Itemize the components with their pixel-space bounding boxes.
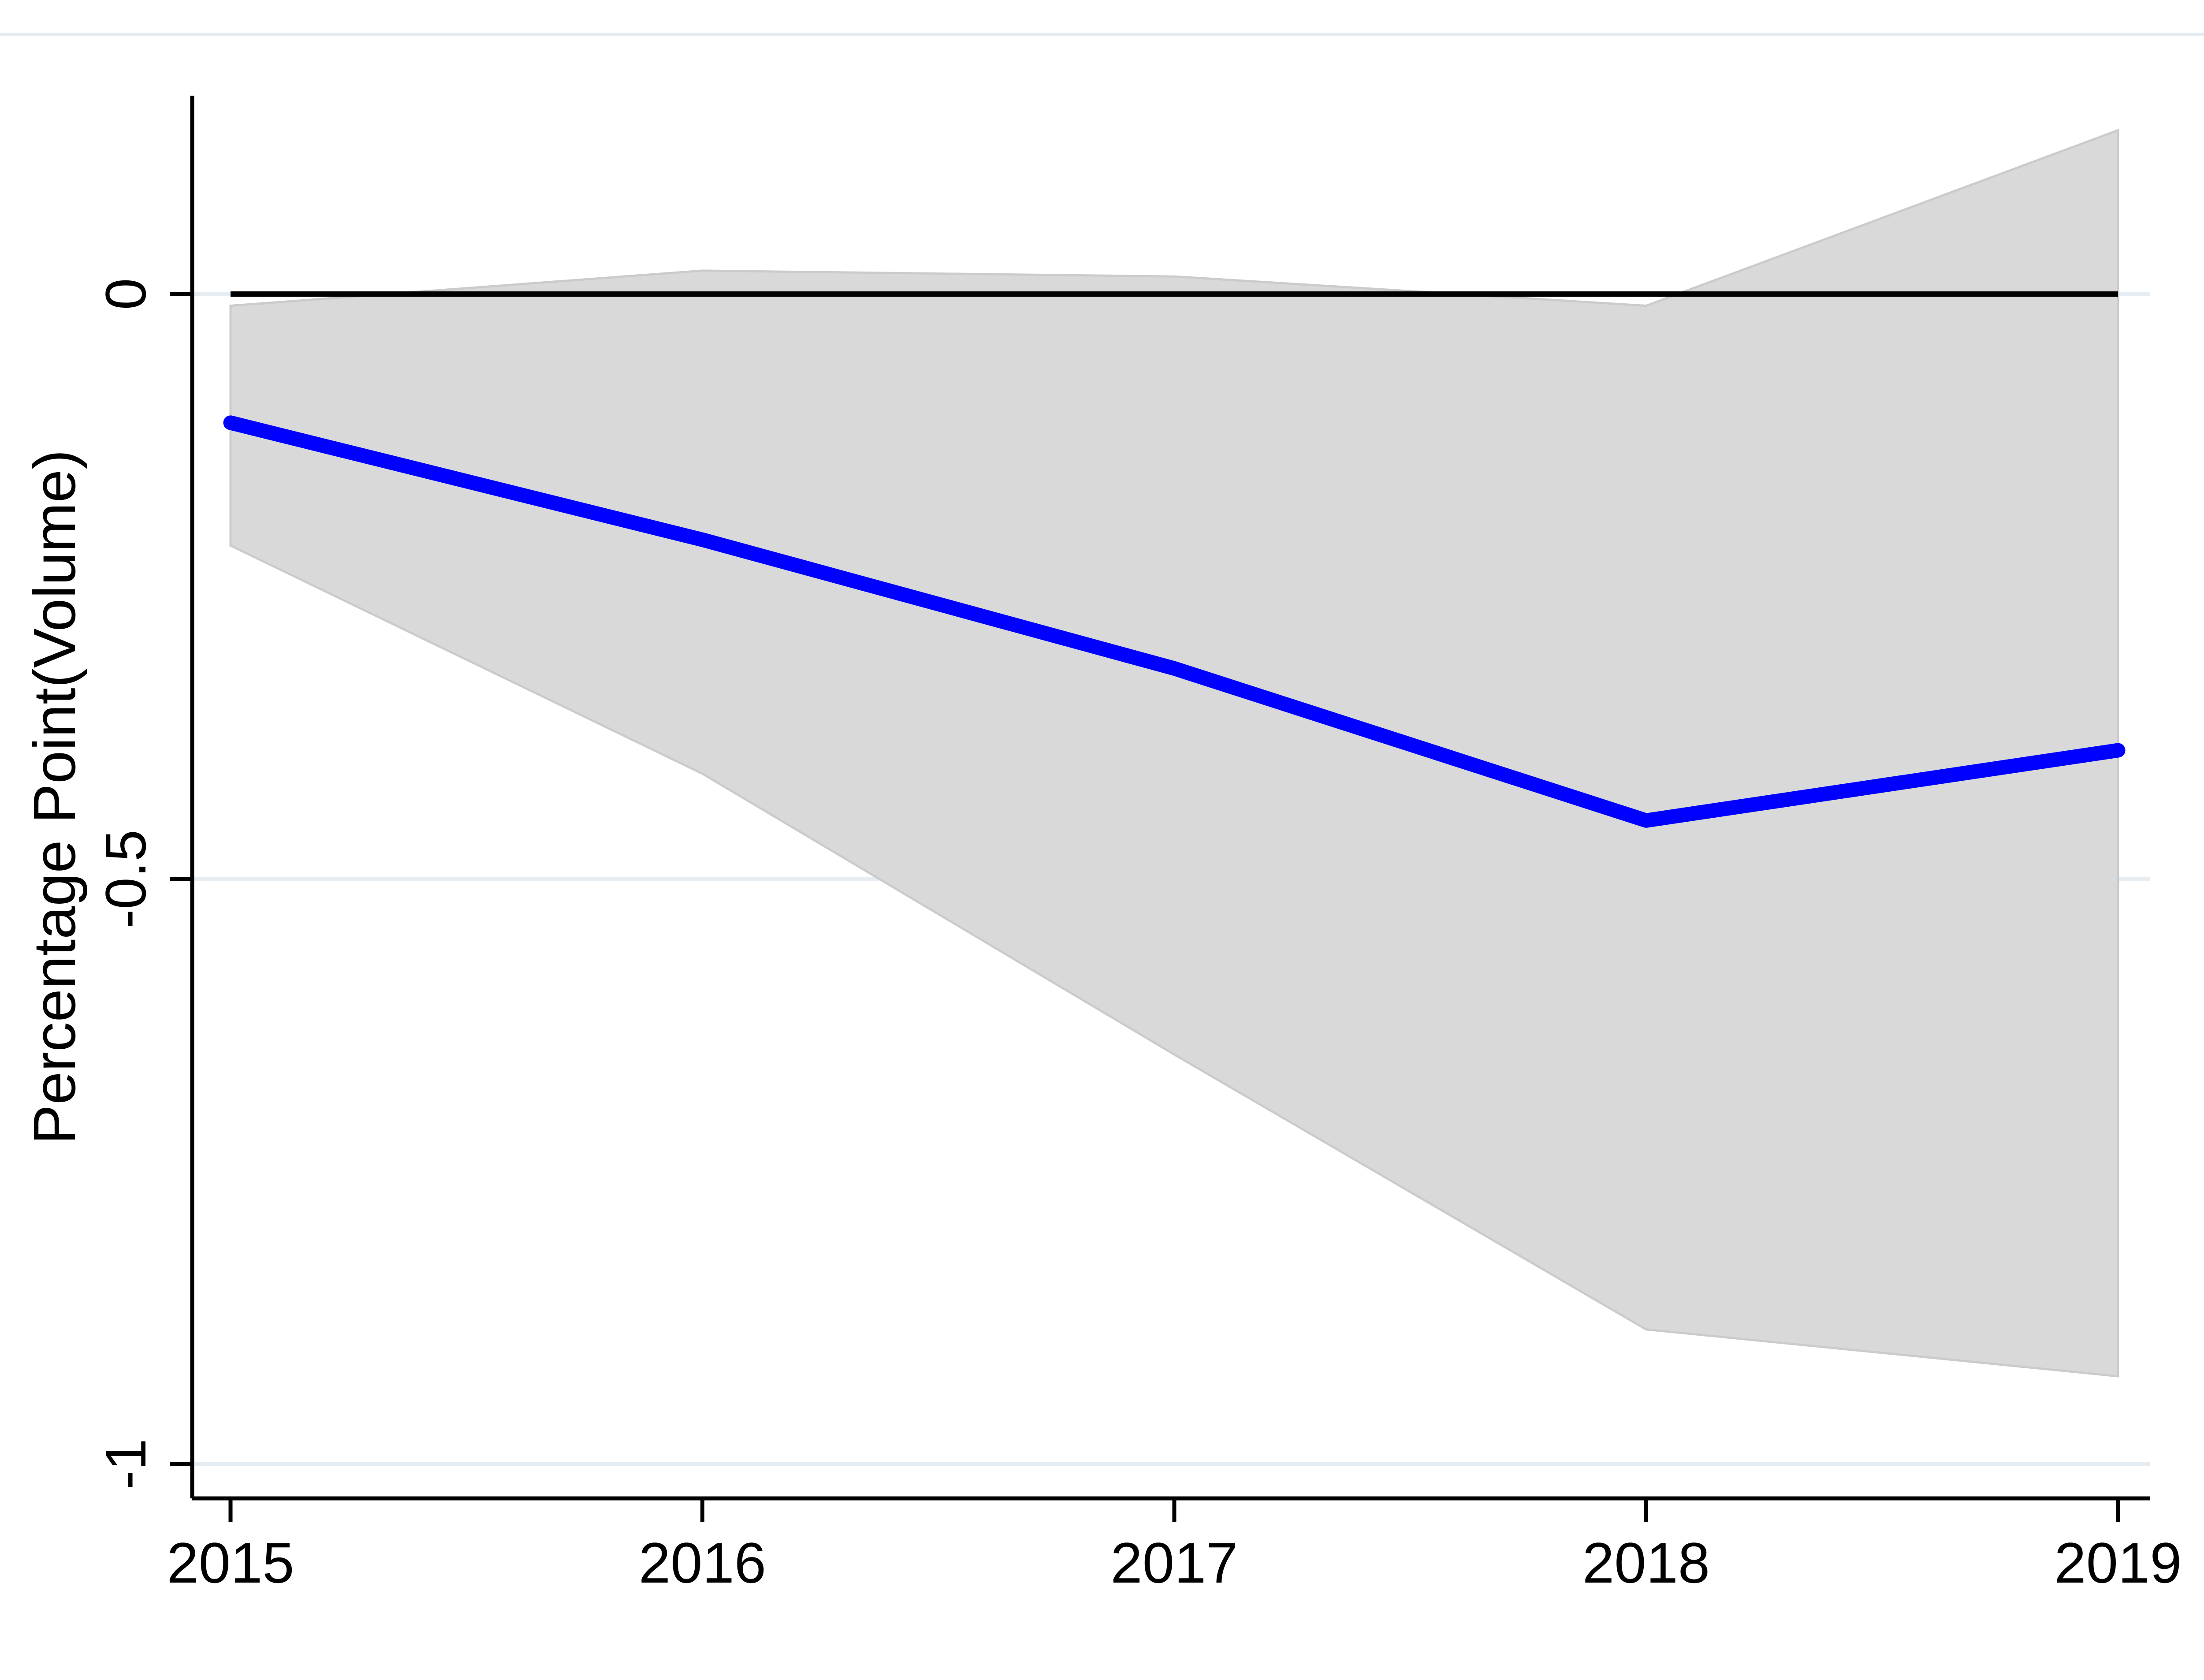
x-axis-ticks: 2015 2016 2017 2018 2019 — [167, 1498, 2182, 1595]
x-tick-label: 2019 — [2054, 1531, 2182, 1595]
x-tick-label: 2015 — [167, 1531, 294, 1595]
y-tick-label: -1 — [93, 1438, 158, 1490]
y-axis-ticks: 0 -0.5 -1 — [93, 278, 192, 1490]
y-axis-title: Percentage Point(Volume) — [21, 450, 88, 1144]
x-tick-label: 2018 — [1582, 1531, 1710, 1595]
plot-region-border — [0, 33, 2204, 36]
x-tick-label: 2017 — [1110, 1531, 1238, 1595]
estimate-line — [223, 415, 2126, 828]
y-tick-label: 0 — [93, 278, 158, 310]
confidence-interval-band — [229, 128, 2119, 1378]
y-tick-label: -0.5 — [93, 830, 158, 928]
axes — [190, 96, 2150, 1501]
x-tick-label: 2016 — [639, 1531, 766, 1595]
